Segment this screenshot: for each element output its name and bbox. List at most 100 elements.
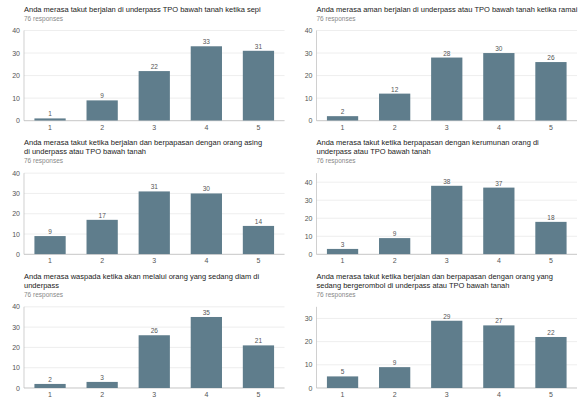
data-label: 30 — [203, 185, 211, 192]
y-axis-line — [24, 173, 25, 254]
bar — [243, 226, 274, 254]
x-tick-label: 2 — [393, 257, 397, 264]
y-tick-label: 0 — [309, 251, 313, 258]
y-tick-label: 20 — [305, 338, 313, 345]
bar — [379, 94, 410, 121]
y-tick-label: 0 — [309, 385, 313, 392]
bar — [327, 116, 358, 121]
data-label: 17 — [99, 212, 107, 219]
chart-title: Anda merasa takut ketika berpapasan deng… — [317, 138, 541, 156]
data-label: 31 — [151, 183, 159, 190]
data-label: 33 — [203, 38, 211, 45]
y-tick-label: 0 — [309, 117, 313, 124]
data-label: 9 — [393, 359, 397, 366]
x-tick-label: 1 — [48, 124, 52, 131]
y-axis-line — [316, 173, 317, 254]
bar — [87, 100, 118, 120]
y-tick-label: 10 — [305, 361, 313, 368]
bar — [139, 335, 170, 388]
y-axis-line — [316, 307, 317, 388]
chart-title: Anda merasa takut berjalan di underpass … — [24, 5, 261, 14]
chart-subtitle: 76 responses — [24, 291, 64, 299]
bar — [535, 62, 566, 121]
x-tick-label: 4 — [204, 257, 208, 264]
y-tick-label: 0 — [16, 385, 20, 392]
x-tick-label: 3 — [445, 124, 449, 131]
data-label: 12 — [391, 86, 399, 93]
bars — [327, 186, 567, 255]
y-axis-line — [24, 31, 25, 121]
grid-line — [24, 173, 285, 174]
chart-title: Anda merasa takut ketika berjalan dan be… — [317, 272, 556, 290]
x-tick-label: 1 — [48, 257, 52, 264]
bar — [139, 191, 170, 254]
y-tick-label: 30 — [12, 190, 20, 197]
bar — [431, 321, 462, 388]
panel: Anda merasa takut berjalan di underpass … — [12, 5, 284, 131]
data-label: 22 — [151, 63, 159, 70]
data-label: 30 — [495, 45, 503, 52]
bar — [191, 317, 222, 388]
chart-subtitle: 76 responses — [24, 15, 64, 23]
y-tick-label: 40 — [12, 170, 20, 177]
bar — [483, 53, 514, 121]
data-label: 2 — [341, 108, 345, 115]
x-tick-label: 5 — [549, 391, 553, 398]
data-label: 2 — [48, 376, 52, 383]
x-tick-label: 5 — [549, 124, 553, 131]
panel: Anda merasa takut ketika berpapasan deng… — [305, 138, 577, 264]
chart-title: Anda merasa takut ketika berjalan dan be… — [24, 138, 264, 156]
panel: Anda merasa aman berjalan di underpass a… — [305, 5, 578, 131]
bars — [34, 46, 274, 120]
data-label: 35 — [203, 309, 211, 316]
data-label: 38 — [443, 178, 451, 185]
data-label: 26 — [547, 54, 555, 61]
chart-canvas: Anda merasa takut berjalan di underpass … — [0, 0, 585, 401]
data-label: 28 — [443, 50, 451, 57]
bar — [483, 325, 514, 388]
bar — [379, 367, 410, 388]
bar — [243, 345, 274, 388]
x-tick-label: 5 — [256, 124, 260, 131]
grid-line — [24, 306, 285, 307]
chart-title: Anda merasa waspada ketika akan melalui … — [24, 272, 261, 290]
panel: Anda merasa waspada ketika akan melalui … — [12, 272, 284, 398]
y-tick-label: 20 — [12, 210, 20, 217]
bar — [34, 118, 65, 120]
data-label: 9 — [393, 230, 397, 237]
x-tick-label: 1 — [341, 124, 345, 131]
panel: Anda merasa takut ketika berjalan dan be… — [305, 272, 577, 398]
x-tick-label: 1 — [341, 257, 345, 264]
y-axis-line — [24, 307, 25, 388]
y-tick-label: 40 — [305, 179, 313, 186]
data-label: 31 — [255, 43, 263, 50]
y-tick-label: 30 — [12, 50, 20, 57]
y-tick-label: 20 — [12, 72, 20, 79]
data-label: 26 — [151, 327, 159, 334]
bar — [535, 337, 566, 388]
chart-title: Anda merasa aman berjalan di underpass a… — [317, 5, 578, 14]
y-tick-label: 10 — [12, 95, 20, 102]
y-tick-label: 30 — [305, 50, 313, 57]
y-tick-label: 20 — [305, 215, 313, 222]
data-label: 14 — [255, 218, 263, 225]
x-tick-label: 4 — [497, 124, 501, 131]
x-tick-label: 4 — [204, 391, 208, 398]
x-tick-label: 2 — [100, 257, 104, 264]
x-tick-label: 2 — [393, 391, 397, 398]
y-tick-label: 20 — [12, 344, 20, 351]
x-tick-label: 3 — [445, 257, 449, 264]
bar — [191, 46, 222, 120]
y-tick-label: 10 — [12, 231, 20, 238]
bar — [34, 236, 65, 254]
x-tick-label: 1 — [48, 391, 52, 398]
bar — [483, 188, 514, 255]
x-tick-label: 4 — [204, 124, 208, 131]
data-label: 21 — [255, 337, 263, 344]
chart-subtitle: 76 responses — [317, 15, 357, 23]
bar — [431, 58, 462, 121]
y-tick-label: 30 — [12, 324, 20, 331]
chart-subtitle: 76 responses — [24, 157, 64, 165]
y-tick-label: 10 — [12, 364, 20, 371]
bar — [139, 71, 170, 121]
